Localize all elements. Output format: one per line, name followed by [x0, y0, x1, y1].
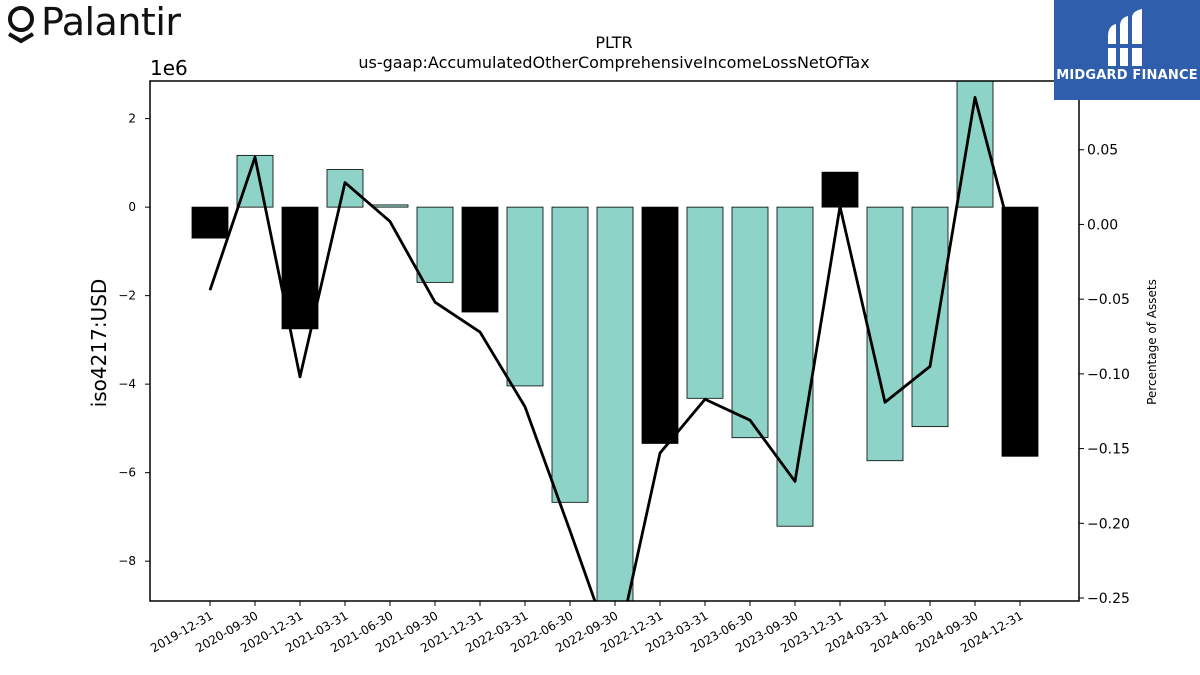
bar-2021-09-30	[416, 206, 454, 283]
badge-text: MIDGARD FINANCE	[1056, 68, 1198, 83]
y2-tick-label: −0.20	[1087, 516, 1130, 532]
bar-2019-12-31	[191, 206, 229, 239]
y-tick-label: −8	[118, 554, 136, 568]
y2-axis-label: Percentage of Assets	[1145, 279, 1159, 405]
y-axis: 2 0 −2 −4 −6 −8	[118, 112, 150, 568]
y-tick-label: 2	[128, 112, 136, 126]
pct-of-assets-line	[208, 96, 1022, 601]
y-scale-label: 1e6	[150, 56, 188, 80]
y2-tick-label: 0.05	[1087, 143, 1118, 159]
bar-2023-06-30	[731, 206, 769, 439]
y-tick-label: 0	[128, 200, 136, 214]
bar-2023-12-31	[821, 171, 859, 208]
y-axis-label: iso4217:USD	[87, 279, 111, 408]
bar-2024-12-31	[1001, 206, 1039, 457]
bar-2022-03-31	[506, 206, 544, 387]
brand-name: Palantir	[41, 0, 181, 44]
bar-2022-12-31	[641, 206, 679, 444]
bar-2024-03-31	[866, 206, 904, 462]
line-group	[208, 96, 1022, 601]
chart-title: PLTR	[595, 33, 632, 52]
palantir-logo-icon	[6, 4, 36, 48]
y2-tick-label: −0.25	[1087, 591, 1130, 607]
chart-subtitle: us-gaap:AccumulatedOtherComprehensiveInc…	[358, 53, 869, 72]
bar-2021-06-30	[371, 204, 409, 208]
y-tick-label: −6	[118, 466, 136, 480]
y2-tick-label: −0.10	[1087, 367, 1130, 383]
bar-2020-12-31	[281, 206, 319, 330]
x-axis: 2019-12-312020-09-302020-12-312021-03-31…	[148, 601, 1026, 655]
bars-group	[191, 81, 1039, 601]
bar-2023-03-31	[686, 206, 724, 399]
y2-tick-label: 0.00	[1087, 217, 1118, 233]
y2-tick-label: −0.05	[1087, 292, 1130, 308]
y2-tick-label: −0.15	[1087, 442, 1130, 458]
midgard-finance-badge: MIDGARD FINANCE	[1054, 0, 1200, 100]
y2-axis: 0.05 0.00 −0.05 −0.10 −0.15 −0.20 −0.25	[1079, 143, 1130, 607]
y-tick-label: −4	[118, 377, 136, 391]
bar-2022-06-30	[551, 206, 589, 503]
bar-2022-09-30	[596, 206, 634, 601]
y-tick-label: −2	[118, 289, 136, 303]
bar-2021-12-31	[461, 206, 499, 313]
bar-2024-06-30	[911, 206, 949, 428]
midgard-logo-icon	[1104, 8, 1150, 70]
